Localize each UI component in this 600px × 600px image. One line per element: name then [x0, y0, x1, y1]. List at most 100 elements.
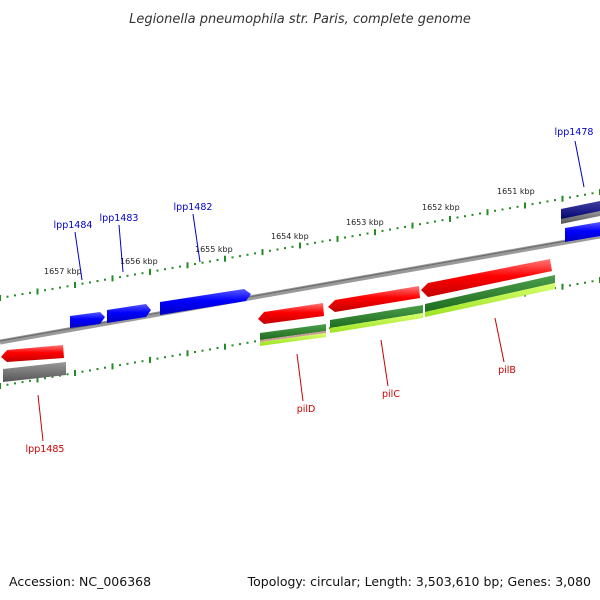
minor-tick — [171, 354, 174, 357]
minor-tick — [179, 353, 181, 356]
major-tick — [0, 383, 1, 389]
label-pilD[interactable]: pilD — [297, 404, 316, 415]
minor-tick — [441, 219, 444, 222]
minor-tick — [164, 356, 166, 359]
minor-tick — [404, 225, 406, 228]
minor-tick — [314, 241, 316, 244]
minor-tick — [471, 213, 474, 216]
accession-text: Accession: NC_006368 — [9, 574, 151, 589]
minor-tick — [96, 368, 99, 370]
label-lpp1478[interactable]: lpp1478 — [555, 127, 594, 138]
major-tick — [111, 275, 114, 282]
minor-tick — [21, 381, 24, 384]
minor-tick — [569, 284, 571, 287]
major-tick — [411, 222, 414, 229]
minor-tick — [479, 212, 481, 215]
minor-tick — [516, 205, 519, 208]
gene-pilD[interactable] — [258, 303, 324, 324]
minor-tick — [426, 221, 429, 224]
minor-tick — [66, 373, 69, 376]
minor-tick — [6, 295, 9, 298]
minor-tick — [306, 243, 309, 246]
minor-tick — [216, 259, 219, 261]
minor-tick — [216, 347, 219, 349]
minor-tick — [141, 272, 144, 275]
label-pilC[interactable]: pilC — [382, 389, 400, 400]
minor-tick — [89, 281, 91, 284]
gene-lpp1485[interactable] — [1, 345, 64, 362]
minor-tick — [14, 294, 16, 297]
leader-lines — [37, 140, 585, 442]
minor-tick — [284, 247, 286, 250]
major-tick — [74, 370, 76, 376]
gene-labels: lpp1478 lpp1482 lpp1483 lpp1484 pilB pil… — [26, 127, 594, 455]
major-tick — [224, 343, 226, 350]
minor-tick — [134, 361, 136, 364]
label-lpp1485[interactable]: lpp1485 — [26, 444, 65, 455]
minor-tick — [44, 377, 46, 380]
major-tick — [186, 262, 189, 269]
minor-tick — [456, 216, 459, 219]
minor-tick — [44, 289, 46, 292]
minor-tick — [501, 208, 504, 211]
minor-tick — [194, 351, 196, 353]
minor-tick — [201, 349, 204, 352]
minor-tick — [366, 232, 369, 235]
minor-tick — [104, 366, 106, 369]
minor-tick — [531, 203, 534, 206]
forward-genes — [70, 201, 600, 328]
minor-tick — [171, 266, 174, 269]
gene-lpp1484[interactable] — [70, 312, 105, 328]
minor-tick — [66, 285, 69, 288]
feature-lpp1478-gray — [561, 211, 600, 224]
map-title: Legionella pneumophila str. Paris, compl… — [129, 12, 471, 27]
major-tick — [524, 202, 526, 209]
minor-tick — [546, 200, 549, 203]
minor-tick — [396, 227, 399, 230]
minor-tick — [156, 357, 159, 360]
gene-pilB[interactable] — [421, 259, 552, 297]
minor-tick — [209, 260, 211, 263]
major-tick — [374, 229, 376, 236]
major-tick — [0, 295, 1, 301]
topology-text: Topology: circular; Length: 3,503,610 bp… — [247, 574, 591, 589]
scale-label-1657: 1657 kbp — [44, 267, 82, 276]
minor-tick — [209, 348, 211, 351]
label-lpp1482[interactable]: lpp1482 — [174, 202, 213, 213]
major-tick — [449, 215, 451, 222]
major-tick — [299, 242, 301, 249]
minor-tick — [104, 278, 106, 281]
minor-tick — [321, 240, 324, 243]
gene-pilC[interactable] — [328, 286, 420, 312]
label-pilB[interactable]: pilB — [498, 365, 516, 376]
minor-tick — [141, 360, 144, 363]
minor-tick — [119, 276, 121, 279]
minor-tick — [164, 268, 166, 271]
minor-tick — [246, 253, 249, 256]
minor-tick — [6, 383, 9, 386]
scale-label-1655: 1655 kbp — [195, 245, 233, 254]
minor-tick — [359, 233, 361, 236]
minor-tick — [591, 192, 594, 195]
minor-tick — [269, 249, 271, 252]
minor-tick — [239, 343, 241, 346]
feature-lpp1478-navy — [561, 201, 600, 220]
gene-lpp1478[interactable] — [565, 222, 600, 242]
gene-lpp1482[interactable] — [160, 289, 251, 315]
minor-tick — [59, 286, 61, 289]
minor-tick — [344, 236, 346, 239]
minor-tick — [351, 235, 354, 238]
major-tick — [336, 235, 339, 242]
minor-tick — [576, 195, 579, 197]
major-tick — [74, 282, 76, 288]
gene-lpp1483[interactable] — [107, 304, 151, 323]
minor-tick — [126, 362, 129, 365]
major-tick — [186, 350, 189, 357]
scale-label-1654: 1654 kbp — [271, 232, 309, 241]
label-lpp1484[interactable]: lpp1484 — [54, 220, 93, 231]
major-tick — [561, 283, 564, 290]
scale-label-1651: 1651 kbp — [497, 187, 535, 196]
label-lpp1483[interactable]: lpp1483 — [100, 213, 139, 224]
minor-tick — [569, 196, 571, 199]
minor-tick — [134, 273, 136, 276]
